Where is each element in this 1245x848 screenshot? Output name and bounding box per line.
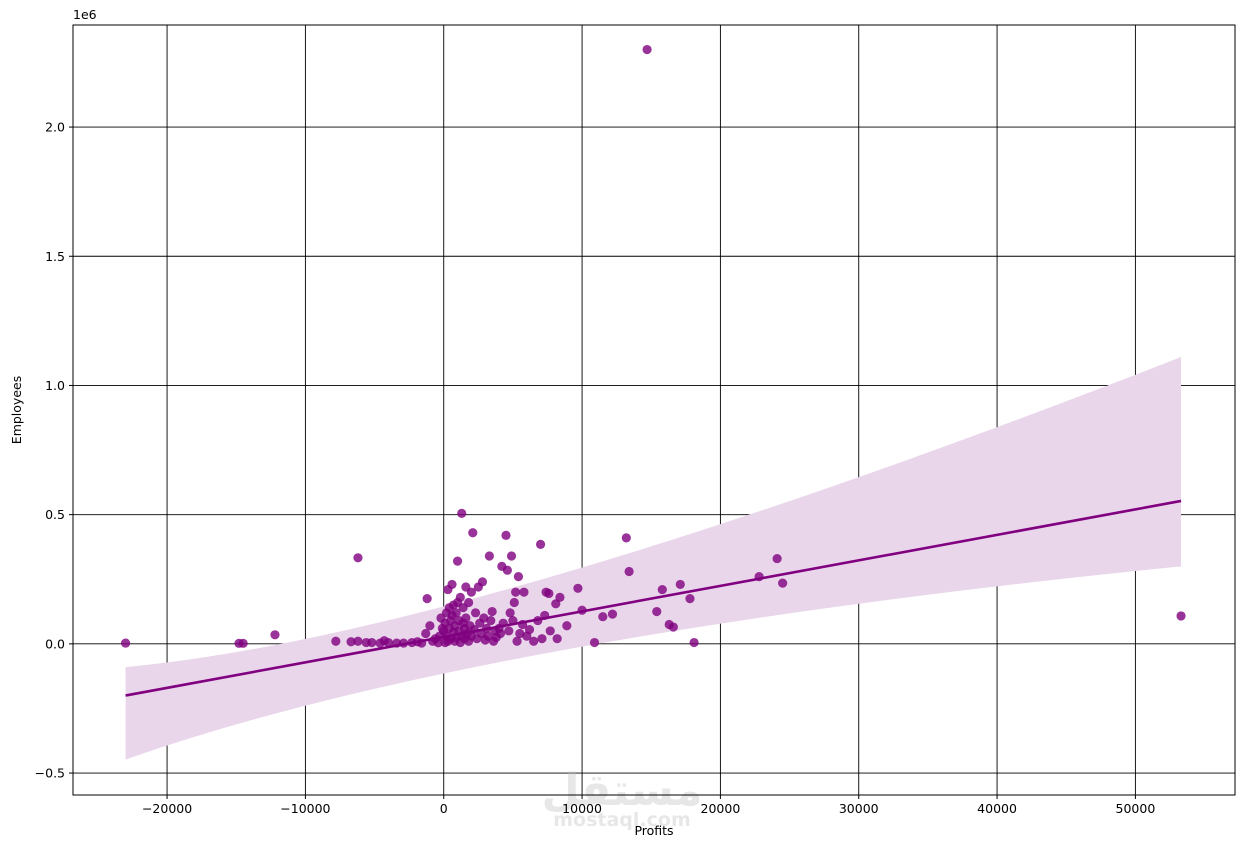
data-point [652, 606, 662, 617]
data-point [501, 530, 511, 540]
data-point [509, 597, 519, 608]
y-axis-ticks: −0.5 0.0 0.5 1.0 1.5 2.0 [35, 120, 73, 781]
data-point [425, 621, 435, 631]
data-point [778, 578, 788, 588]
x-tick-label: 50000 [1116, 801, 1156, 816]
data-point [486, 615, 496, 626]
plot-frame [72, 24, 1236, 796]
data-point [383, 637, 393, 648]
data-point [353, 553, 363, 563]
data-point [447, 579, 457, 590]
confidence-band [125, 357, 1182, 760]
y-tick-label: 2.0 [45, 120, 65, 135]
data-point [470, 608, 481, 618]
data-point [461, 613, 471, 623]
x-tick-label: −20000 [142, 801, 192, 816]
data-point [502, 565, 512, 575]
data-point [484, 551, 494, 561]
data-point [598, 612, 608, 622]
grid-lines [73, 25, 1235, 795]
data-point [675, 579, 685, 590]
data-point [555, 592, 565, 602]
data-point [512, 636, 522, 646]
x-axis-label: Profits [634, 823, 673, 838]
data-point [346, 637, 356, 647]
y-tick-label: −0.5 [35, 766, 65, 781]
data-point [607, 609, 618, 619]
data-point [515, 628, 525, 639]
data-point [452, 556, 463, 566]
x-tick-label: 0 [440, 801, 448, 816]
data-point [466, 587, 476, 597]
data-point [519, 587, 529, 597]
data-point [552, 634, 562, 644]
y-tick-label: 0.0 [45, 636, 65, 651]
data-point [120, 638, 131, 648]
data-point [238, 638, 248, 648]
data-point [524, 625, 535, 635]
data-point [464, 597, 474, 608]
data-point [353, 636, 363, 646]
data-point [657, 584, 667, 595]
data-point [535, 539, 546, 549]
data-point [451, 608, 461, 618]
data-point [455, 592, 465, 602]
data-point [506, 551, 517, 561]
data-point [544, 588, 554, 599]
x-axis-ticks: −20000 −10000 0 10000 20000 30000 40000 50000 [142, 795, 1155, 816]
data-point [589, 637, 600, 648]
data-point [668, 622, 678, 632]
data-point [505, 608, 515, 618]
data-point [624, 566, 634, 577]
data-point [422, 594, 432, 604]
watermark-arabic: مستقل [542, 765, 703, 816]
data-point [495, 628, 506, 639]
regression-line-path [125, 499, 1182, 697]
y-tick-label: 1.0 [45, 378, 65, 393]
data-point [537, 634, 547, 644]
data-points [120, 44, 1186, 648]
data-point [685, 594, 695, 604]
data-point [642, 44, 652, 55]
data-point [504, 626, 514, 636]
x-tick-label: −10000 [280, 801, 330, 816]
data-point [331, 636, 341, 646]
x-tick-label: 20000 [701, 801, 741, 816]
x-tick-label: 10000 [562, 801, 602, 816]
watermark-logo: مستقل mostaql.com [542, 765, 703, 831]
data-point [468, 528, 478, 538]
x-tick-label: 40000 [977, 801, 1017, 816]
data-point [529, 636, 539, 646]
y-tick-label: 1.5 [45, 249, 65, 264]
data-point [513, 572, 524, 582]
data-point [270, 630, 280, 640]
y-offset-label: 1e6 [73, 7, 97, 22]
data-point [479, 613, 489, 623]
data-point [772, 553, 782, 564]
y-tick-label: 0.5 [45, 507, 65, 522]
data-point [689, 637, 699, 648]
data-point [477, 577, 488, 587]
data-point [421, 628, 431, 639]
data-point [573, 583, 583, 593]
data-point [511, 587, 521, 597]
data-point [1176, 611, 1186, 621]
x-tick-label: 30000 [839, 801, 879, 816]
confidence-band-area [125, 357, 1182, 760]
data-point [545, 626, 555, 636]
regression-line [125, 499, 1182, 697]
y-axis-label: Employees [9, 376, 24, 444]
data-point [457, 508, 467, 518]
data-point [562, 621, 572, 631]
data-point [621, 533, 631, 543]
data-point [487, 606, 497, 617]
data-point [367, 637, 377, 648]
watermark-latin: mostaql.com [553, 809, 691, 831]
